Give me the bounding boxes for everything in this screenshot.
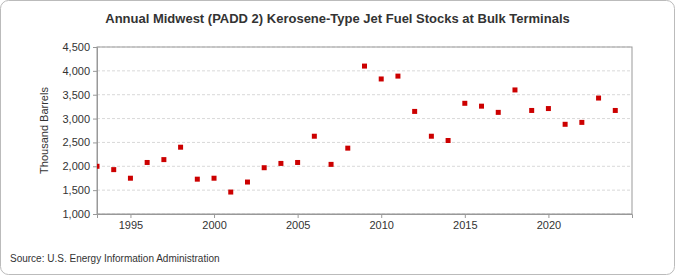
point xyxy=(312,134,317,139)
grid-line xyxy=(97,70,632,71)
x-tick-label: 2015 xyxy=(453,219,477,231)
plot-frame xyxy=(97,47,632,214)
point xyxy=(429,134,434,139)
point xyxy=(395,74,400,79)
point xyxy=(563,122,568,127)
point xyxy=(379,76,384,81)
y-tick: 1,500 xyxy=(62,184,97,196)
x-tick: 2005 xyxy=(286,214,310,231)
point xyxy=(579,120,584,125)
x-tick-mark xyxy=(465,214,466,218)
point xyxy=(462,101,467,106)
x-tick-label: 2005 xyxy=(286,219,310,231)
y-tick-mark xyxy=(93,47,97,48)
y-tick: 1,000 xyxy=(62,208,97,220)
x-axis-line xyxy=(98,215,633,219)
chart: 1,000 1,500 2,000 2,500 3,000 3,500 4,000 4,500… xyxy=(0,0,675,275)
point xyxy=(546,106,551,111)
point xyxy=(97,164,100,169)
grid-line xyxy=(97,94,632,95)
y-tick-label: 2,000 xyxy=(62,160,90,172)
x-tick-mark xyxy=(214,214,215,218)
y-tick-mark xyxy=(93,71,97,72)
point xyxy=(245,180,250,185)
grid xyxy=(97,47,632,214)
point xyxy=(512,87,517,92)
y-tick-mark xyxy=(93,142,97,143)
y-tick: 3,000 xyxy=(62,113,97,125)
point xyxy=(262,165,267,170)
x-tick-label: 2020 xyxy=(537,219,561,231)
y-tick-mark xyxy=(93,119,97,120)
x-tick-label: 2000 xyxy=(202,219,226,231)
x-tick: 2010 xyxy=(369,214,393,231)
point xyxy=(329,162,334,167)
grid-line xyxy=(97,118,632,119)
point xyxy=(128,176,133,181)
point xyxy=(479,104,484,109)
point xyxy=(496,110,501,115)
x-tick: 2020 xyxy=(537,214,561,231)
x-tick-label: 2010 xyxy=(369,219,393,231)
x-axis: 1995 2000 2005 2010 2015 2020 xyxy=(98,214,633,231)
y-tick-mark xyxy=(93,190,97,191)
y-tick-label: 4,000 xyxy=(62,65,90,77)
point xyxy=(228,190,233,195)
y-tick: 4,000 xyxy=(62,65,97,77)
point xyxy=(145,160,150,165)
x-tick-mark xyxy=(548,214,549,218)
y-axis-title: Thousand Barrels xyxy=(38,87,50,174)
y-tick-label: 4,500 xyxy=(62,41,90,53)
y-tick: 2,500 xyxy=(62,136,97,148)
y-tick-label: 3,000 xyxy=(62,113,90,125)
outer-border xyxy=(1,1,675,275)
title: Annual Midwest (PADD 2) Kerosene-Type Je… xyxy=(105,11,570,26)
point xyxy=(111,167,116,172)
grid-line xyxy=(97,190,632,191)
y-tick-label: 2,500 xyxy=(62,136,90,148)
y-tick-label: 3,500 xyxy=(62,89,90,101)
x-tick-mark xyxy=(130,214,131,218)
point xyxy=(412,109,417,114)
x-tick-mark xyxy=(298,214,299,218)
y-tick: 2,000 xyxy=(62,160,97,172)
y-tick: 4,500 xyxy=(62,41,97,53)
y-tick-mark xyxy=(93,214,97,215)
y-tick-label: 1,000 xyxy=(62,208,90,220)
point xyxy=(161,157,166,162)
point xyxy=(345,146,350,151)
x-tick-label: 1995 xyxy=(119,219,143,231)
point xyxy=(362,64,367,69)
x-tick: 2015 xyxy=(453,214,477,231)
point xyxy=(295,160,300,165)
grid-line xyxy=(97,166,632,167)
points xyxy=(97,64,618,195)
x-tick: 2000 xyxy=(202,214,226,231)
y-tick: 3,500 xyxy=(62,89,97,101)
source-note: Source: U.S. Energy Information Administ… xyxy=(10,253,220,264)
y-tick-mark xyxy=(93,95,97,96)
point xyxy=(596,96,601,101)
point xyxy=(613,108,618,113)
y-tick-mark xyxy=(93,166,97,167)
point xyxy=(278,161,283,166)
point xyxy=(195,177,200,182)
x-tick: 1995 xyxy=(119,214,143,231)
grid-line xyxy=(97,142,632,143)
y-axis: 1,000 1,500 2,000 2,500 3,000 3,500 4,000 4,500 xyxy=(62,41,97,220)
point xyxy=(212,176,217,181)
point xyxy=(446,138,451,143)
point xyxy=(178,145,183,150)
y-axis-line xyxy=(93,48,98,215)
x-tick-mark xyxy=(381,214,382,218)
point xyxy=(529,108,534,113)
y-tick-label: 1,500 xyxy=(62,184,90,196)
